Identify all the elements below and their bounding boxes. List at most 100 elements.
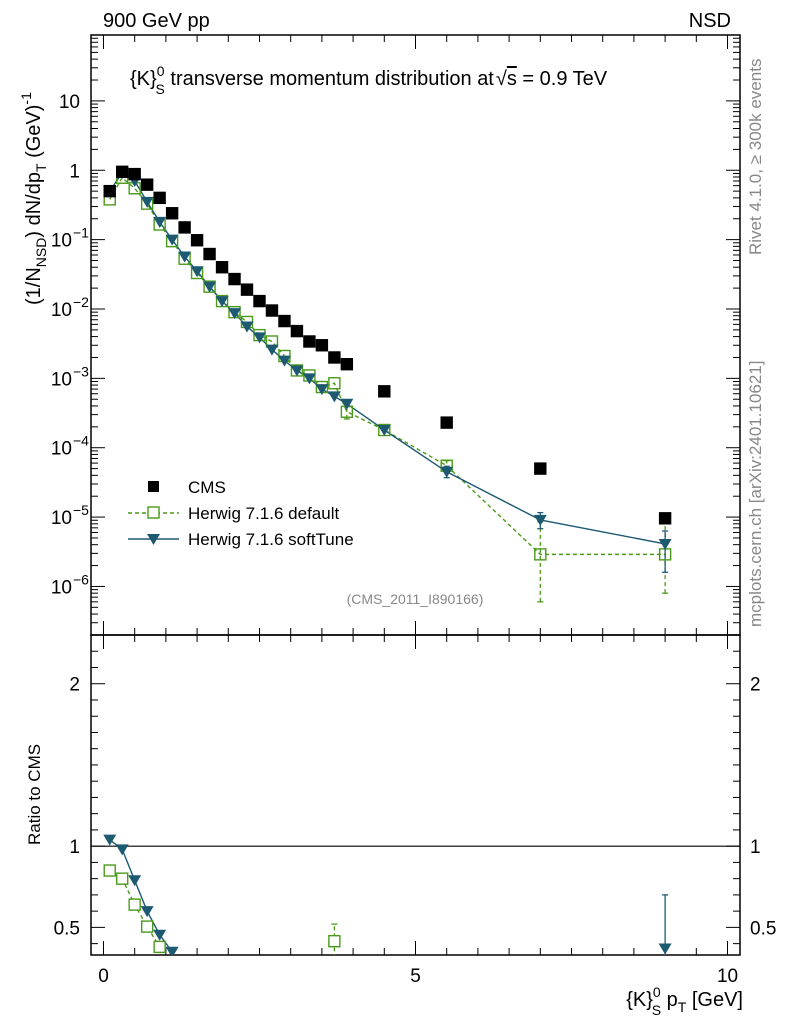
ratio-softtune-point [165, 946, 179, 955]
legend-label-cms: CMS [188, 478, 226, 497]
y-tick-exponent: −5 [73, 502, 89, 518]
softtune-point [190, 266, 204, 278]
cms-point [103, 184, 116, 198]
softtune-point [228, 308, 242, 320]
legend: CMS Herwig 7.1.6 default Herwig 7.1.6 so… [128, 478, 354, 549]
cms-point [228, 272, 241, 286]
default-curve [109, 176, 666, 556]
analysis-id: (CMS_2011_I890166) [347, 591, 484, 607]
cms-point [116, 165, 129, 179]
legend-label-default: Herwig 7.1.6 default [188, 504, 339, 523]
cms-point [315, 339, 329, 352]
ratio-default-point [128, 898, 141, 911]
y-tick-label: 10 [51, 231, 72, 252]
cms-point [178, 221, 191, 234]
ratio-softtune-point [140, 906, 154, 918]
ratio-ylabel: Ratio to CMS [25, 744, 44, 845]
ratio-default-point [328, 934, 341, 948]
y-tick-exponent: −3 [73, 363, 89, 379]
y-tick-exponent: −4 [73, 433, 89, 449]
softtune-point [215, 296, 229, 308]
ratio-y-tick-label-right: 2 [750, 675, 761, 696]
x-tick-label: 10 [717, 966, 738, 987]
mcplots-label: mcplots.cern.ch [arXiv:2401.10621] [746, 361, 765, 627]
default-point [534, 548, 547, 561]
main-ylabel: (1/NNSD) dN/dpT (GeV)-1 [18, 92, 49, 305]
cms-point [128, 167, 141, 181]
softtune-point [658, 538, 672, 550]
x-tick-label: 0 [98, 966, 109, 987]
softtune-point [277, 355, 291, 367]
y-tick-label: 10 [51, 577, 72, 598]
cms-point [203, 247, 216, 261]
softtune-point [440, 466, 454, 478]
cms-point [658, 512, 672, 525]
ratio-default-point [153, 940, 166, 954]
cms-point [440, 416, 453, 429]
ratio-default-point [140, 920, 154, 933]
softtune-point [327, 391, 341, 403]
softtune-point [315, 384, 329, 396]
softtune-point [290, 365, 304, 377]
legend-label-softtune: Herwig 7.1.6 softTune [188, 530, 354, 549]
ratio-default-point [103, 864, 116, 877]
ratio-y-tick-label: 1 [69, 837, 80, 858]
softtune-point [178, 251, 192, 263]
y-tick-label: 10 [51, 439, 72, 460]
cms-point [190, 234, 204, 247]
softtune-point [265, 344, 279, 356]
cms-point [378, 385, 391, 398]
ratio-y-tick-label-right: 0.5 [750, 918, 776, 939]
ratio-softtune-point [658, 943, 672, 955]
cms-point [328, 351, 341, 364]
cms-point [140, 178, 154, 191]
default-point [328, 377, 341, 390]
ratio-clipped-group [103, 834, 672, 955]
cms-point [253, 294, 266, 308]
softtune-point [302, 373, 316, 385]
cms-point [340, 357, 354, 371]
ratio-y-tick-label: 0.5 [54, 918, 80, 939]
legend-marker-softtune [147, 534, 160, 545]
header-left: 900 GeV pp [103, 10, 210, 32]
ratio-default-point [116, 872, 129, 885]
plot-title: {K}0 S transverse momentum distribution a… [130, 63, 608, 97]
softtune-point [203, 281, 217, 293]
softtune-point [252, 332, 266, 344]
softtune-point [140, 196, 154, 208]
ratio-y-tick-label: 2 [69, 675, 80, 696]
softtune-point [153, 216, 167, 228]
ratio-softtune-point [103, 834, 117, 846]
y-tick-label: 1 [69, 161, 80, 182]
cms-point [534, 462, 547, 475]
legend-marker-cms [148, 481, 159, 492]
y-tick-label: 10 [51, 369, 72, 390]
softtune-point [165, 234, 179, 246]
y-tick-exponent: −2 [73, 294, 89, 310]
header-right: NSD [689, 10, 731, 32]
y-tick-exponent: −1 [73, 225, 89, 241]
softtune-point [340, 398, 354, 410]
y-tick-label: 10 [59, 92, 80, 113]
cms-point [278, 314, 291, 328]
y-tick-exponent: −6 [73, 571, 89, 587]
x-axis-label: {K}0 S pT [GeV] [626, 984, 743, 1018]
ratio-y-tick-label-right: 1 [750, 837, 761, 858]
cms-point [153, 191, 166, 205]
ratio-softtune-point [128, 875, 142, 887]
ratio-panel-frame [90, 634, 741, 956]
cms-point [290, 324, 304, 338]
y-tick-label: 10 [51, 300, 72, 321]
softtune-point [533, 514, 547, 526]
sqrt-sign: √ [496, 68, 507, 90]
cms-point [303, 335, 316, 348]
softtune-point [377, 425, 391, 437]
ratio-data-marks [103, 834, 672, 955]
rivet-label: Rivet 4.1.0, ≥ 300k events [746, 59, 765, 255]
ratio-softtune-point [115, 844, 129, 856]
cms-point [265, 304, 279, 317]
x-tick-label: 5 [410, 966, 421, 987]
cms-point [165, 207, 179, 220]
